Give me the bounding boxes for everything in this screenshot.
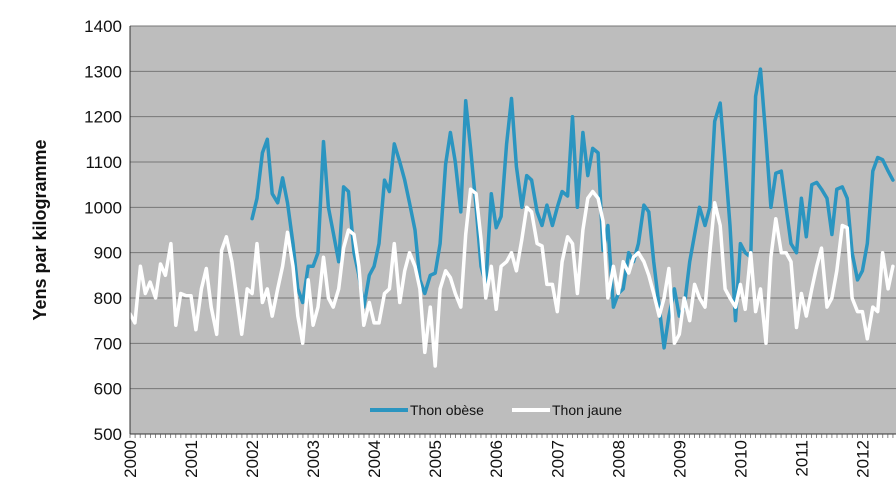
x-tick-label: 2004 [365, 440, 384, 478]
legend-label-thon-obese: Thon obèse [410, 402, 484, 418]
x-tick-label: 2003 [304, 440, 323, 478]
y-tick-label: 900 [94, 244, 122, 263]
x-tick-label: 2000 [121, 440, 140, 478]
y-tick-label: 1300 [84, 62, 122, 81]
x-tick-label: 2011 [792, 440, 811, 477]
x-tick-label: 2006 [487, 440, 506, 478]
x-tick-label: 2010 [731, 440, 750, 478]
x-tick-label: 2001 [182, 440, 201, 478]
y-tick-label: 500 [94, 425, 122, 444]
y-tick-label: 1000 [84, 198, 122, 217]
y-tick-label: 1100 [85, 153, 122, 172]
y-tick-label: 1200 [84, 108, 122, 127]
y-axis-title: Yens par kilogramme [30, 139, 50, 320]
legend: Thon obèse Thon jaune [370, 402, 622, 418]
x-tick-label: 2007 [548, 440, 567, 478]
x-tick-label: 2012 [853, 440, 872, 478]
y-tick-label: 1400 [84, 17, 122, 36]
x-tick-label: 2002 [243, 440, 262, 478]
x-tick-label: 2008 [609, 440, 628, 478]
x-tick-label: 2009 [670, 440, 689, 478]
y-tick-label: 700 [94, 334, 122, 353]
x-tick-label: 2005 [426, 440, 445, 478]
legend-label-thon-jaune: Thon jaune [552, 402, 622, 418]
y-tick-label: 600 [94, 380, 122, 399]
series-line-thon-jaune [130, 187, 895, 368]
y-tick-label: 800 [94, 289, 122, 308]
plot-area [130, 26, 896, 434]
